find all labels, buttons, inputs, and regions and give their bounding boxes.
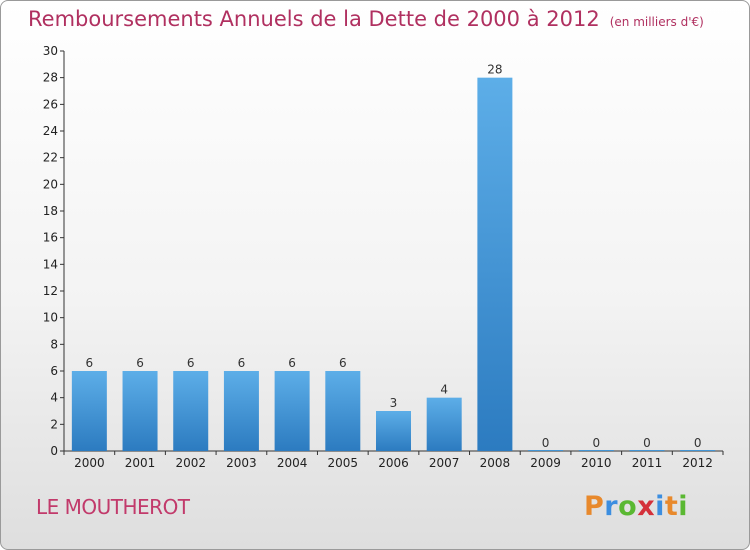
data-label-2010: 0 xyxy=(592,436,600,450)
chart-title: Remboursements Annuels de la Dette de 20… xyxy=(28,7,704,31)
bar-2006 xyxy=(376,411,411,451)
data-label-2012: 0 xyxy=(694,436,702,450)
y-tick-label: 10 xyxy=(43,311,58,325)
bar-2010 xyxy=(578,450,614,451)
x-tick-label-2009: 2009 xyxy=(530,456,561,470)
y-tick-label: 30 xyxy=(43,44,58,58)
y-tick-label: 6 xyxy=(50,364,58,378)
x-tick-label-2002: 2002 xyxy=(175,456,206,470)
logo-letter: i xyxy=(655,491,665,522)
x-tick-label-2006: 2006 xyxy=(378,456,409,470)
y-tick-label: 18 xyxy=(43,204,58,218)
data-labels: 6 6 6 6 6 6 3 4 28 0 0 0 0 xyxy=(86,63,702,450)
bar-2004 xyxy=(274,371,310,451)
x-tick-label-2004: 2004 xyxy=(277,456,308,470)
bar-2008 xyxy=(477,77,513,452)
bar-2003 xyxy=(223,371,259,451)
y-tick-label: 2 xyxy=(50,417,58,431)
bar-2000 xyxy=(71,371,107,451)
x-tick-label-2000: 2000 xyxy=(74,456,105,470)
y-tick-label: 20 xyxy=(43,177,58,191)
title-main: Remboursements Annuels de la Dette de 20… xyxy=(28,7,600,31)
logo-letter: P xyxy=(584,491,605,522)
logo-letter: x xyxy=(637,491,656,522)
y-tick-label: 24 xyxy=(43,124,58,138)
y-tick-label: 8 xyxy=(50,337,58,351)
bar-2007 xyxy=(426,397,462,451)
bar-2009 xyxy=(528,450,564,451)
logo-letter: r xyxy=(604,491,619,522)
y-tick-label: 26 xyxy=(43,97,58,111)
x-tick-label-2010: 2010 xyxy=(581,456,612,470)
x-tick-label-2005: 2005 xyxy=(328,456,359,470)
proxiti-logo: Proxiti xyxy=(584,491,688,522)
y-tick-label: 28 xyxy=(43,71,58,85)
data-label-2009: 0 xyxy=(542,436,550,450)
commune-name: LE MOUTHEROT xyxy=(36,495,190,519)
y-tick-label: 22 xyxy=(43,151,58,165)
data-label-2002: 6 xyxy=(187,356,195,370)
x-tick-label-2007: 2007 xyxy=(429,456,460,470)
bars xyxy=(71,77,716,452)
x-tick-label-2008: 2008 xyxy=(480,456,511,470)
data-label-2004: 6 xyxy=(288,356,296,370)
x-tick-label-2012: 2012 xyxy=(682,456,713,470)
y-tick-label: 14 xyxy=(43,257,58,271)
bar-2005 xyxy=(325,371,361,451)
data-label-2000: 6 xyxy=(86,356,94,370)
bar-2012 xyxy=(680,450,716,451)
data-label-2005: 6 xyxy=(339,356,347,370)
logo-letter: o xyxy=(618,491,638,522)
logo-letter: t xyxy=(664,491,679,522)
x-tick-label-2011: 2011 xyxy=(632,456,663,470)
data-label-2001: 6 xyxy=(136,356,144,370)
title-unit: (en milliers d'€) xyxy=(609,15,704,29)
data-label-2011: 0 xyxy=(643,436,651,450)
y-tick-label: 12 xyxy=(43,284,58,298)
data-label-2003: 6 xyxy=(238,356,246,370)
bar-2002 xyxy=(173,371,209,451)
data-label-2007: 4 xyxy=(440,383,448,397)
y-tick-label: 0 xyxy=(50,444,58,458)
data-label-2008: 28 xyxy=(487,63,502,77)
logo-letter: i xyxy=(678,491,689,522)
x-tick-label-2001: 2001 xyxy=(125,456,156,470)
y-tick-label: 16 xyxy=(43,231,58,245)
data-label-2006: 3 xyxy=(390,396,398,410)
bar-2011 xyxy=(629,450,665,451)
x-tick-label-2003: 2003 xyxy=(226,456,257,470)
y-tick-label: 4 xyxy=(50,391,58,405)
bar-2001 xyxy=(122,371,158,451)
x-axis: 2000 2001 2002 2003 2004 2005 2006 2007 2008 2009… xyxy=(63,450,724,470)
